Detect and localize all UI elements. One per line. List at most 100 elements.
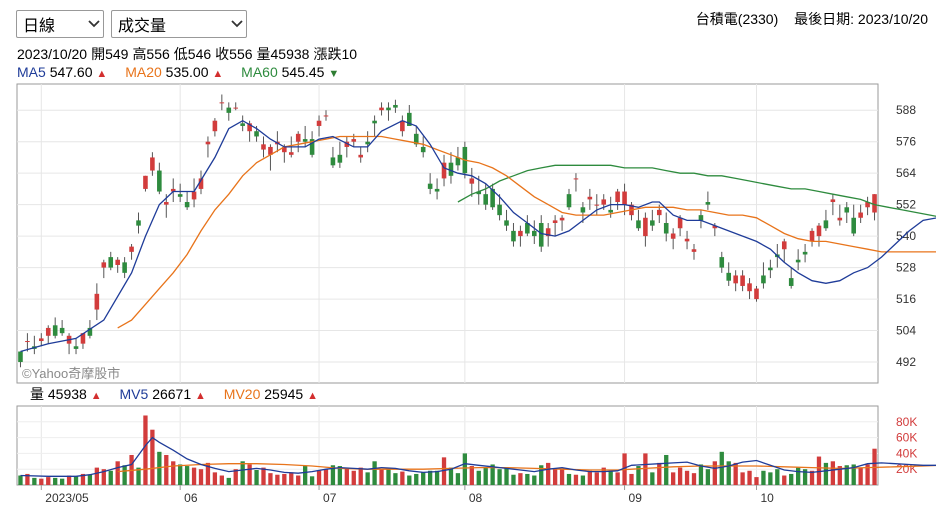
volume-bar — [136, 467, 141, 485]
candle-body — [594, 204, 600, 206]
candle-body — [59, 327, 65, 334]
volume-bar — [219, 475, 224, 485]
volume-bar — [775, 469, 780, 485]
candle-body — [761, 275, 766, 284]
price-tick-label: 588 — [896, 103, 916, 117]
candle-body — [754, 288, 759, 300]
candle-body — [170, 188, 176, 192]
volume-bar — [490, 464, 495, 485]
up-arrow-icon: ▲ — [307, 390, 318, 402]
month-label: 09 — [629, 491, 643, 505]
candle-body — [45, 327, 51, 336]
volume-bar — [344, 467, 349, 485]
volume-bar — [275, 474, 280, 485]
volume-bar — [782, 475, 787, 485]
candle-body — [52, 325, 58, 336]
candle-body — [351, 139, 357, 142]
candle-body — [670, 233, 676, 239]
price-tick-label: 504 — [896, 324, 916, 338]
candle-body — [358, 154, 363, 158]
volume-bar — [254, 469, 259, 485]
volume-bar — [358, 467, 363, 485]
volume-bar — [615, 472, 620, 485]
volume-bar — [650, 472, 655, 485]
mv20-legend: MV20 25945 ▲ — [224, 386, 318, 402]
volume-bar — [518, 473, 523, 485]
candle-body — [212, 120, 218, 132]
volume-bar — [372, 461, 377, 485]
volume-bar — [476, 470, 481, 485]
candle-body — [788, 278, 794, 286]
candle-body — [427, 183, 433, 189]
candle-body — [851, 217, 856, 234]
volume-bar — [587, 470, 592, 485]
candle-body — [108, 257, 114, 268]
volume-bar — [184, 466, 190, 485]
volume-bar — [705, 469, 711, 485]
volume-bar — [719, 451, 724, 485]
volume-bar — [400, 471, 405, 485]
candle-body — [25, 341, 30, 343]
candle-body — [309, 139, 315, 155]
candle-body — [261, 144, 266, 150]
volume-bar — [844, 465, 849, 485]
volume-bar — [469, 466, 474, 485]
candle-body — [865, 202, 870, 208]
mv5-label: MV5 — [119, 386, 149, 402]
volume-bar — [178, 464, 183, 485]
volume-bar — [414, 473, 419, 485]
candle-body — [94, 293, 100, 310]
watermark: ©Yahoo奇摩股市 — [22, 366, 120, 381]
period-select[interactable]: 日線 — [16, 10, 104, 38]
candle-body — [587, 196, 593, 200]
candle-body — [698, 215, 704, 221]
volume-bar — [816, 456, 822, 485]
ma20-line — [117, 135, 936, 329]
mv5-line — [20, 436, 936, 477]
candle-body — [226, 107, 232, 113]
volume-bar — [309, 476, 315, 485]
candle-body — [372, 120, 377, 124]
candle-body — [684, 238, 690, 242]
ma60-label: MA60 — [241, 64, 278, 80]
candle-body — [677, 217, 683, 229]
candle-body — [101, 262, 107, 268]
candle-body — [323, 115, 329, 117]
stock-name: 台積電(2330) — [695, 11, 779, 27]
candle-body — [622, 191, 627, 205]
ma-legend: MA5 547.60 ▲ MA20 535.00 ▲ MA60 545.45 ▼ — [17, 64, 353, 80]
candle-body — [809, 230, 815, 242]
candle-body — [282, 146, 287, 153]
volume-bar — [80, 473, 86, 485]
volume-bar — [823, 462, 829, 485]
candle-body — [268, 146, 273, 155]
candle-body — [573, 178, 579, 180]
candle-body — [184, 202, 190, 208]
volume-bar — [282, 473, 287, 485]
volume-bar — [525, 473, 530, 485]
price-tick-label: 492 — [896, 355, 916, 369]
volume-bar — [573, 474, 579, 485]
candle-body — [413, 133, 419, 145]
ohlc-volume: 量45938 — [256, 46, 310, 62]
candle-body — [802, 251, 808, 255]
candle-body — [518, 230, 523, 237]
volume-bar — [39, 478, 44, 485]
candle-body — [295, 133, 301, 142]
ma5-line — [20, 119, 936, 353]
volume-bar — [240, 461, 245, 485]
ma5-value: 547.60 — [49, 64, 93, 80]
price-chart[interactable]: 492 504 516 528 540 552 564 576 588 ©Yahoo奇摩股市 — [0, 82, 936, 386]
volume-bar — [407, 475, 412, 485]
volume-bar — [532, 475, 537, 485]
candle-body — [386, 107, 391, 111]
candle-body — [830, 199, 836, 203]
price-tick-label: 552 — [896, 198, 916, 212]
ma60-legend: MA60 545.45 ▼ — [241, 64, 339, 80]
volume-bar — [289, 472, 294, 485]
indicator-select[interactable]: 成交量 — [111, 10, 247, 38]
candle-body — [393, 104, 398, 108]
volume-bar — [789, 473, 794, 485]
volume-bar — [559, 468, 565, 485]
